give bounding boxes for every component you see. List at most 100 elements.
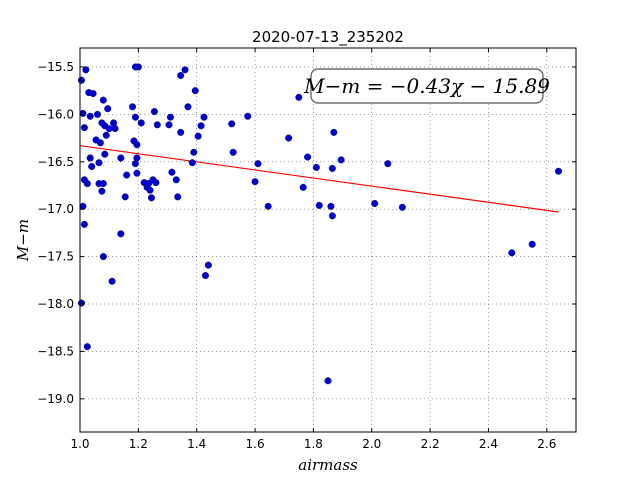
x-tick-label: 2.4 — [479, 437, 498, 451]
data-point — [79, 109, 87, 117]
fit-line-group — [79, 145, 559, 213]
data-point — [137, 119, 145, 127]
y-tick-label: −18.5 — [37, 344, 74, 358]
data-point — [315, 201, 323, 209]
data-point — [328, 164, 336, 172]
y-axis-label: M−m — [14, 219, 32, 262]
data-point — [102, 131, 110, 139]
data-point — [229, 148, 237, 156]
data-point — [508, 249, 516, 257]
x-tick-label: 2.2 — [421, 437, 440, 451]
data-point — [82, 66, 90, 74]
data-point — [194, 132, 202, 140]
data-point — [94, 110, 102, 118]
x-tick-label: 1.4 — [187, 437, 206, 451]
y-tick-label: −15.5 — [37, 60, 74, 74]
data-point — [166, 113, 174, 121]
data-point — [79, 202, 87, 210]
plot-frame — [79, 47, 577, 433]
data-point — [80, 220, 88, 228]
data-point — [131, 113, 139, 121]
y-tick-label: −18.0 — [37, 297, 74, 311]
data-point — [133, 141, 141, 149]
data-point — [254, 160, 262, 168]
data-point — [244, 112, 252, 120]
data-point — [96, 139, 104, 147]
data-point — [104, 105, 112, 113]
data-point — [146, 186, 154, 194]
grid — [79, 48, 576, 432]
data-point — [117, 154, 125, 162]
data-point — [177, 128, 185, 136]
x-tick-label: 1.0 — [70, 437, 89, 451]
data-point — [251, 178, 259, 186]
data-point — [86, 154, 94, 162]
data-point — [330, 128, 338, 136]
axis-ticks: 1.0 1.2 1.4 1.6 1.8 2.0 2.2 2.4 2.6 −15.5 −16.0 −16… — [37, 48, 576, 451]
data-point — [86, 112, 94, 120]
data-point — [191, 87, 199, 95]
data-point — [295, 93, 303, 101]
data-point — [190, 148, 198, 156]
data-point — [327, 202, 335, 210]
x-tick-label: 1.8 — [304, 437, 323, 451]
data-point — [129, 103, 137, 111]
x-tick-label: 1.2 — [129, 437, 148, 451]
data-point — [152, 179, 160, 187]
data-point — [83, 180, 91, 188]
data-point — [134, 63, 142, 71]
y-tick-label: −19.0 — [37, 392, 74, 406]
data-point — [98, 119, 106, 127]
x-axis-label: airmass — [298, 456, 358, 474]
data-point — [264, 202, 272, 210]
data-point — [285, 134, 293, 142]
chart-title: 2020-07-13_235202 — [252, 28, 404, 47]
x-tick-label: 2.0 — [362, 437, 381, 451]
data-point — [99, 180, 107, 188]
y-tick-label: −17.0 — [37, 202, 74, 216]
data-point — [197, 122, 205, 130]
data-point — [150, 108, 158, 116]
data-point — [77, 76, 85, 84]
data-point — [528, 240, 536, 248]
data-point — [101, 150, 109, 158]
data-point — [174, 193, 182, 201]
fit-line — [79, 145, 559, 213]
data-point — [99, 253, 107, 261]
data-point — [117, 230, 125, 238]
data-point — [111, 125, 119, 133]
data-point — [77, 299, 85, 307]
x-tick-label: 2.6 — [537, 437, 556, 451]
y-tick-label: −16.5 — [37, 155, 74, 169]
data-point — [554, 167, 562, 175]
data-point — [133, 169, 141, 177]
data-point — [88, 163, 96, 171]
data-point — [200, 113, 208, 121]
data-point — [337, 156, 345, 164]
data-point — [121, 193, 129, 201]
data-point — [123, 171, 131, 179]
data-point — [228, 120, 236, 128]
data-point — [95, 159, 103, 167]
data-point — [177, 71, 185, 79]
annotation-text: M−m = −0.43χ − 15.89 — [303, 74, 550, 98]
data-point — [304, 153, 312, 161]
data-point — [201, 272, 209, 280]
data-point — [204, 261, 212, 269]
data-point — [99, 96, 107, 104]
data-point — [83, 343, 91, 351]
data-point — [131, 160, 139, 168]
data-point — [153, 121, 161, 129]
data-point — [188, 159, 196, 167]
data-point — [312, 163, 320, 171]
data-point — [80, 124, 88, 132]
annotation-box — [310, 68, 544, 104]
data-point — [172, 176, 180, 184]
data-point — [299, 183, 307, 191]
data-point — [184, 103, 192, 111]
data-point — [181, 66, 189, 74]
data-point — [398, 203, 406, 211]
data-point — [371, 199, 379, 207]
data-point — [328, 212, 336, 220]
